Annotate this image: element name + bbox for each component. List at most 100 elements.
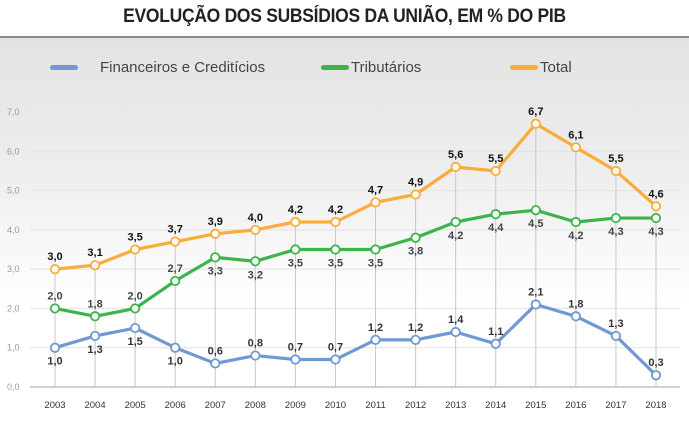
data-label: 3,5 — [368, 258, 383, 270]
data-point — [490, 209, 501, 220]
legend-swatch-total — [510, 64, 538, 70]
x-tick-label: 2014 — [485, 400, 506, 411]
data-label: 1,1 — [488, 326, 503, 338]
x-tick-label: 2016 — [565, 400, 586, 411]
x-tick-label: 2007 — [205, 400, 226, 411]
legend-item-total: Total — [510, 57, 572, 77]
data-label: 1,3 — [87, 344, 102, 356]
data-label: 2,1 — [528, 287, 543, 299]
data-label: 1,8 — [87, 298, 102, 310]
data-label: 5,5 — [608, 153, 623, 165]
y-tick-label: 1,0 — [7, 343, 20, 353]
data-point — [570, 142, 581, 153]
data-point — [210, 358, 221, 369]
data-point — [610, 330, 622, 342]
data-label: 4,9 — [408, 177, 423, 189]
data-point — [610, 165, 622, 177]
title-divider — [0, 36, 689, 38]
data-label: 0,8 — [248, 338, 263, 350]
x-tick-label: 2005 — [125, 400, 146, 411]
data-label: 3,5 — [328, 258, 343, 270]
data-point — [49, 303, 61, 314]
data-point — [89, 330, 101, 342]
data-label: 4,4 — [488, 222, 504, 234]
data-label: 3,9 — [208, 216, 223, 228]
data-label: 4,3 — [608, 226, 623, 238]
data-point — [530, 299, 541, 310]
data-label: 3,2 — [248, 269, 263, 281]
data-label: 3,5 — [288, 258, 303, 270]
legend-swatch-financeiros — [50, 64, 78, 70]
data-label: 1,2 — [368, 322, 383, 334]
data-point — [49, 264, 61, 275]
data-point — [650, 201, 662, 212]
y-tick-label: 3,0 — [7, 264, 20, 274]
data-point — [170, 275, 181, 287]
data-point — [89, 260, 101, 271]
data-label: 0,3 — [648, 357, 663, 369]
data-label: 0,7 — [328, 342, 343, 354]
data-label: 1,8 — [568, 298, 583, 310]
data-point — [170, 342, 181, 353]
data-label: 0,6 — [208, 345, 223, 357]
data-point — [210, 252, 221, 263]
data-point — [570, 311, 581, 322]
y-tick-label: 0,0 — [7, 382, 20, 392]
data-point — [170, 236, 181, 247]
x-tick-label: 2017 — [605, 400, 626, 411]
data-point — [370, 197, 381, 208]
data-label: 1,0 — [168, 356, 183, 368]
data-point — [610, 212, 622, 224]
data-label: 1,4 — [448, 314, 464, 326]
data-point — [250, 224, 261, 235]
data-label: 2,0 — [47, 290, 62, 302]
data-point — [130, 322, 141, 334]
data-point — [370, 244, 381, 255]
data-point — [450, 216, 461, 228]
data-label: 1,5 — [127, 336, 142, 348]
x-tick-label: 2003 — [44, 400, 65, 411]
data-point — [410, 232, 421, 243]
data-label: 3,5 — [127, 232, 142, 244]
data-point — [290, 216, 301, 228]
series-line-2 — [54, 122, 658, 271]
data-point — [330, 216, 341, 228]
series-line-1 — [54, 208, 656, 318]
data-label: 3,3 — [208, 265, 223, 277]
data-label: 4,2 — [568, 230, 583, 242]
x-tick-label: 2013 — [445, 400, 466, 411]
data-point — [130, 244, 141, 255]
legend-label-financeiros: Financeiros e Creditícios — [100, 58, 266, 76]
legend-label-total: Total — [540, 58, 572, 76]
data-label: 4,2 — [328, 204, 343, 216]
x-tick-label: 2008 — [245, 400, 266, 411]
data-point — [410, 189, 421, 200]
data-label: 4,6 — [648, 188, 663, 200]
x-tick-label: 2015 — [525, 400, 546, 411]
x-tick-label: 2018 — [645, 400, 666, 411]
data-point — [650, 370, 662, 381]
chart-title: EVOLUÇÃO DOS SUBSÍDIOS DA UNIÃO, EM % DO… — [123, 6, 566, 27]
data-label: 3,0 — [47, 251, 62, 263]
data-point — [210, 228, 221, 239]
y-tick-label: 5,0 — [7, 186, 20, 196]
data-label: 6,1 — [568, 129, 583, 141]
data-point — [650, 212, 662, 224]
data-label: 4,2 — [288, 204, 303, 216]
x-tick-label: 2009 — [285, 400, 306, 411]
data-point — [530, 118, 541, 129]
data-point — [130, 303, 141, 314]
data-label: 4,7 — [368, 184, 383, 196]
y-tick-label: 2,0 — [7, 303, 20, 313]
data-label: 3,7 — [168, 224, 183, 236]
y-tick-label: 6,0 — [7, 146, 20, 156]
x-tick-label: 2006 — [165, 400, 186, 411]
data-label: 5,6 — [448, 149, 463, 161]
data-point — [570, 216, 581, 228]
x-tick-label: 2012 — [405, 400, 426, 411]
data-label: 1,3 — [608, 318, 623, 330]
data-point — [450, 326, 461, 338]
data-label: 6,7 — [528, 106, 543, 118]
x-tick-label: 2004 — [84, 400, 105, 411]
